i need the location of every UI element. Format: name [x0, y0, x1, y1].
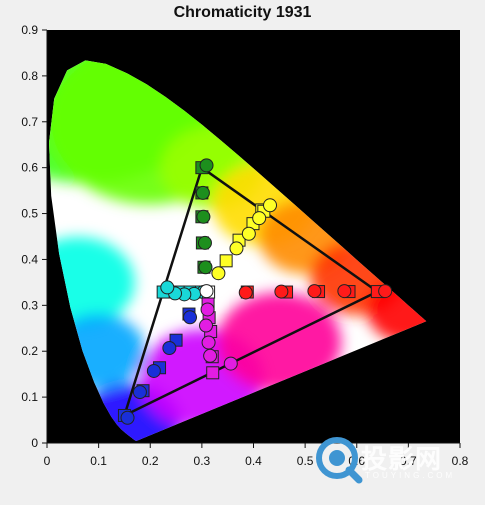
- measured-circle-point: [378, 284, 393, 299]
- series-0: [238, 284, 393, 300]
- measured-circle-point: [198, 260, 213, 275]
- x-tick-label: 0.8: [452, 454, 469, 468]
- measured-circle-point: [120, 410, 135, 425]
- measured-circle-point: [238, 285, 253, 300]
- watermark-icon: [316, 437, 363, 484]
- series-4: [211, 198, 278, 281]
- x-tick-label: 0.7: [400, 454, 417, 468]
- measured-circle-point: [274, 284, 289, 299]
- y-tick-label: 0.3: [21, 298, 38, 312]
- measured-circle-point: [223, 356, 238, 371]
- y-tick-label: 0.8: [21, 69, 38, 83]
- measured-circle-point: [203, 348, 218, 363]
- x-tick-label: 0.2: [142, 454, 159, 468]
- x-tick-label: 0.3: [194, 454, 211, 468]
- y-tick-label: 0.7: [21, 115, 38, 129]
- series-5: [199, 297, 238, 380]
- series-3: [156, 280, 211, 302]
- y-tick-label: 0.4: [21, 252, 38, 266]
- measured-circle-point: [199, 284, 214, 299]
- series-2: [117, 307, 198, 425]
- y-tick-label: 0.9: [21, 23, 38, 37]
- measured-circle-point: [146, 363, 161, 378]
- measurement-points: [117, 158, 393, 425]
- measured-circle-point: [201, 335, 216, 350]
- watermark-logo: 投影网 TOUYING.COM: [315, 436, 475, 488]
- series-1: [195, 158, 214, 275]
- measured-circle-point: [199, 318, 214, 333]
- measured-circle-point: [307, 284, 322, 299]
- y-tick-label: 0: [31, 436, 38, 450]
- measured-circle-point: [160, 280, 175, 295]
- measured-circle-point: [263, 198, 278, 213]
- measured-circle-point: [197, 235, 212, 250]
- x-tick-label: 0.4: [245, 454, 262, 468]
- x-tick-label: 0: [44, 454, 51, 468]
- measured-circle-point: [252, 211, 267, 226]
- measured-circle-point: [195, 185, 210, 200]
- measured-circle-point: [183, 310, 198, 325]
- y-tick-label: 0.1: [21, 390, 38, 404]
- x-tick-label: 0.1: [90, 454, 107, 468]
- watermark-subtext: TOUYING.COM: [365, 471, 456, 480]
- series-6: [199, 284, 216, 299]
- measured-circle-point: [229, 241, 244, 256]
- y-tick-label: 0.6: [21, 161, 38, 175]
- measured-circle-point: [337, 284, 352, 299]
- measured-circle-point: [132, 385, 147, 400]
- measured-circle-point: [162, 341, 177, 356]
- x-tick-label: 0.5: [297, 454, 314, 468]
- measured-circle-point: [199, 158, 214, 173]
- y-tick-label: 0.5: [21, 207, 38, 221]
- watermark-text: 投影网: [361, 444, 443, 474]
- measured-circle-point: [241, 226, 256, 241]
- target-square-point: [206, 366, 220, 380]
- measured-circle-point: [211, 266, 226, 281]
- target-square-point: [219, 254, 233, 268]
- y-tick-label: 0.2: [21, 344, 38, 358]
- measured-circle-point: [200, 302, 215, 317]
- chart-title: Chromaticity 1931: [173, 4, 312, 21]
- measured-circle-point: [196, 209, 211, 224]
